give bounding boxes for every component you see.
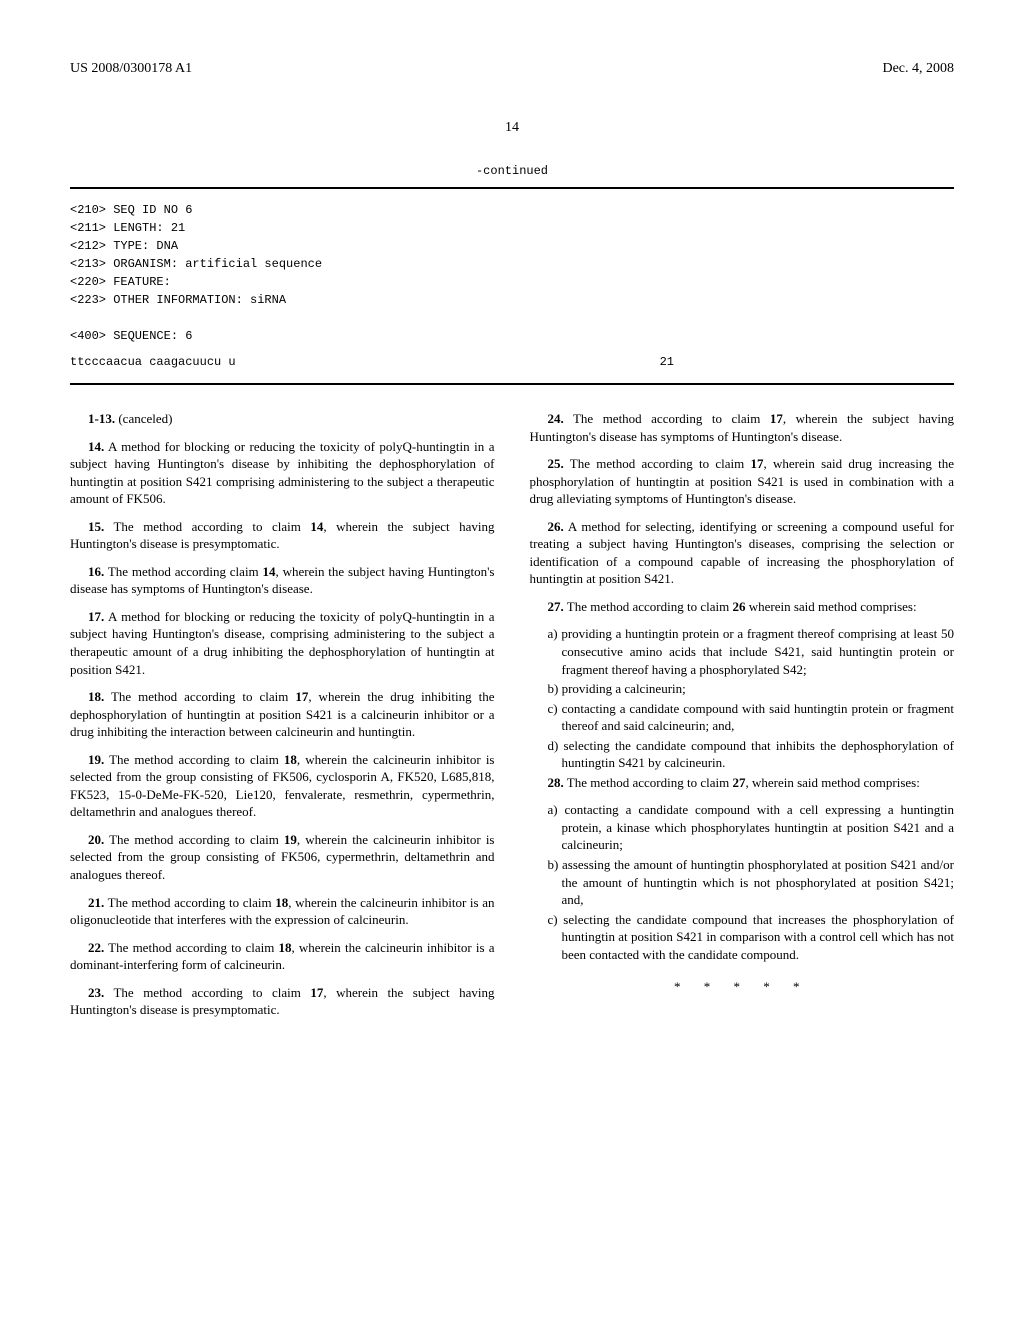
claim-sub-item: d) selecting the candidate compound that… (548, 737, 955, 772)
claim: 25. The method according to claim 17, wh… (530, 455, 955, 508)
sequence-line: <210> SEQ ID NO 6 (70, 201, 954, 219)
claim: 19. The method according to claim 18, wh… (70, 751, 495, 821)
claim-sub-item: b) providing a calcineurin; (548, 680, 955, 698)
page-number: 14 (70, 119, 954, 138)
claim: 27. The method according to claim 26 whe… (530, 598, 955, 616)
claim-sub-item: a) contacting a candidate compound with … (548, 801, 955, 854)
publication-date: Dec. 4, 2008 (882, 60, 954, 79)
claim: 17. A method for blocking or reducing th… (70, 608, 495, 678)
claims-columns: 1-13. (canceled) 14. A method for blockin… (70, 410, 954, 1029)
claim: 23. The method according to claim 17, wh… (70, 984, 495, 1019)
sequence-line: <223> OTHER INFORMATION: siRNA (70, 291, 954, 309)
claim: 24. The method according to claim 17, wh… (530, 410, 955, 445)
claim: 18. The method according to claim 17, wh… (70, 688, 495, 741)
claim: 28. The method according to claim 27, wh… (530, 774, 955, 792)
claim: 14. A method for blocking or reducing th… (70, 438, 495, 508)
sequence-length: 21 (660, 353, 674, 371)
publication-number: US 2008/0300178 A1 (70, 60, 192, 79)
sequence-line: <212> TYPE: DNA (70, 237, 954, 255)
claim-sub-item: a) providing a huntingtin protein or a f… (548, 625, 955, 678)
sequence-line (70, 309, 954, 327)
claim-sub-item: b) assessing the amount of huntingtin ph… (548, 856, 955, 909)
left-column: 1-13. (canceled) 14. A method for blockin… (70, 410, 495, 1029)
claim: 1-13. (canceled) (70, 410, 495, 428)
document-header: US 2008/0300178 A1 Dec. 4, 2008 (70, 60, 954, 79)
claim: 26. A method for selecting, identifying … (530, 518, 955, 588)
claim: 20. The method according to claim 19, wh… (70, 831, 495, 884)
sequence-data-row: ttcccaacua caagacuucu u 21 (70, 353, 954, 371)
sequence-lines: <210> SEQ ID NO 6<211> LENGTH: 21<212> T… (70, 201, 954, 353)
sequence-text: ttcccaacua caagacuucu u (70, 353, 236, 371)
sequence-line: <220> FEATURE: (70, 273, 954, 291)
sequence-listing: <210> SEQ ID NO 6<211> LENGTH: 21<212> T… (70, 187, 954, 385)
continued-label: -continued (70, 163, 954, 179)
claim: 15. The method according to claim 14, wh… (70, 518, 495, 553)
right-column: 24. The method according to claim 17, wh… (530, 410, 955, 1029)
claim-sub-item: c) selecting the candidate compound that… (548, 911, 955, 964)
claim: 16. The method according claim 14, where… (70, 563, 495, 598)
end-asterisks: * * * * * (530, 978, 955, 996)
claim-sub-item: c) contacting a candidate compound with … (548, 700, 955, 735)
sequence-line: <211> LENGTH: 21 (70, 219, 954, 237)
sequence-line: <400> SEQUENCE: 6 (70, 327, 954, 345)
claim: 22. The method according to claim 18, wh… (70, 939, 495, 974)
sequence-line: <213> ORGANISM: artificial sequence (70, 255, 954, 273)
claim: 21. The method according to claim 18, wh… (70, 894, 495, 929)
